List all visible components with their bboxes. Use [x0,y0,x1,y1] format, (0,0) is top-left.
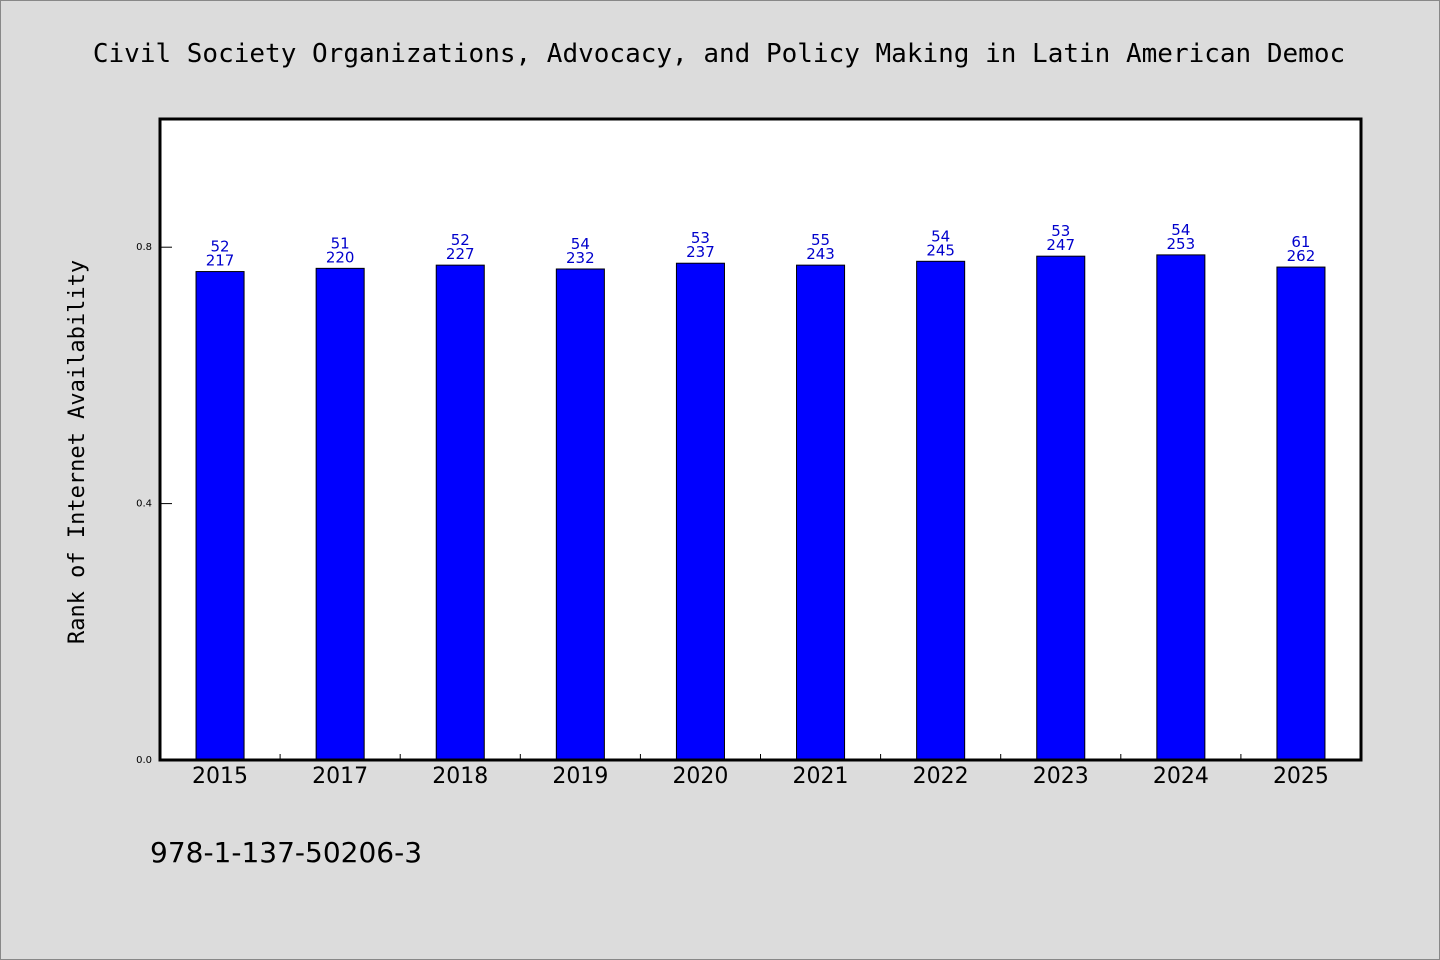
plot-border [158,117,1363,762]
y-axis-label: Rank of Internet Availability [65,260,90,644]
bar-2023 [1036,255,1086,761]
bar-label-top-2015: 52 [211,238,230,256]
y-tick-label-0.0: 0.0 [136,755,152,766]
bar-2017 [315,267,365,761]
bar-label-bottom-2025: 262 [1287,247,1316,265]
bar-label-top-2019: 54 [571,235,590,253]
x-tick-label-2015: 2015 [192,764,248,789]
bar-label-top-2024: 54 [1171,221,1190,239]
bar-label-top-2020: 53 [691,229,710,247]
bars-layer [195,254,1326,761]
x-tick-label-2025: 2025 [1273,764,1329,789]
bar-label-bottom-2019: 232 [566,249,595,267]
bar-2019 [555,268,605,761]
bar-label-bottom-2020: 237 [686,243,715,261]
bar-label-bottom-2021: 243 [806,245,835,263]
y-tick-label-0.4: 0.4 [136,499,152,510]
bar-2020 [675,262,725,761]
bar-label-top-2017: 51 [331,234,350,252]
bar-2018 [435,264,485,761]
x-tick-label-2022: 2022 [913,764,969,789]
bar-label-top-2022: 54 [931,227,950,245]
x-axis: 2015 2017 2018 2019 2020 2021 2022 2023 2024 2025 [192,754,1329,789]
x-tick-label-2023: 2023 [1033,764,1089,789]
bar-label-top-2018: 52 [451,231,470,249]
isbn-footnote: 978-1-137-50206-3 [150,836,422,869]
x-tick-label-2018: 2018 [432,764,488,789]
y-tick-label-0.8: 0.8 [136,242,152,253]
bar-2022 [916,260,966,761]
bar-label-top-2025: 61 [1291,233,1310,251]
bar-label-top-2021: 55 [811,231,830,249]
data-labels-layer: 5221751220522275423253237552435424553247… [206,221,1316,270]
chart-title: Civil Society Organizations, Advocacy, a… [93,39,1345,69]
bar-2015 [195,271,245,761]
bar-label-bottom-2022: 245 [926,241,955,259]
bar-label-bottom-2023: 247 [1046,236,1075,254]
bar-label-bottom-2024: 253 [1167,235,1196,253]
x-tick-label-2021: 2021 [793,764,849,789]
bar-2024 [1156,254,1206,761]
bar-label-bottom-2015: 217 [206,252,235,270]
bar-label-bottom-2017: 220 [326,248,355,266]
x-tick-label-2019: 2019 [552,764,608,789]
bar-label-top-2023: 53 [1051,222,1070,240]
x-tick-label-2020: 2020 [672,764,728,789]
bar-2021 [796,264,846,761]
bar-label-bottom-2018: 227 [446,245,475,263]
x-tick-label-2017: 2017 [312,764,368,789]
x-tick-label-2024: 2024 [1153,764,1209,789]
bar-2025 [1276,266,1326,761]
